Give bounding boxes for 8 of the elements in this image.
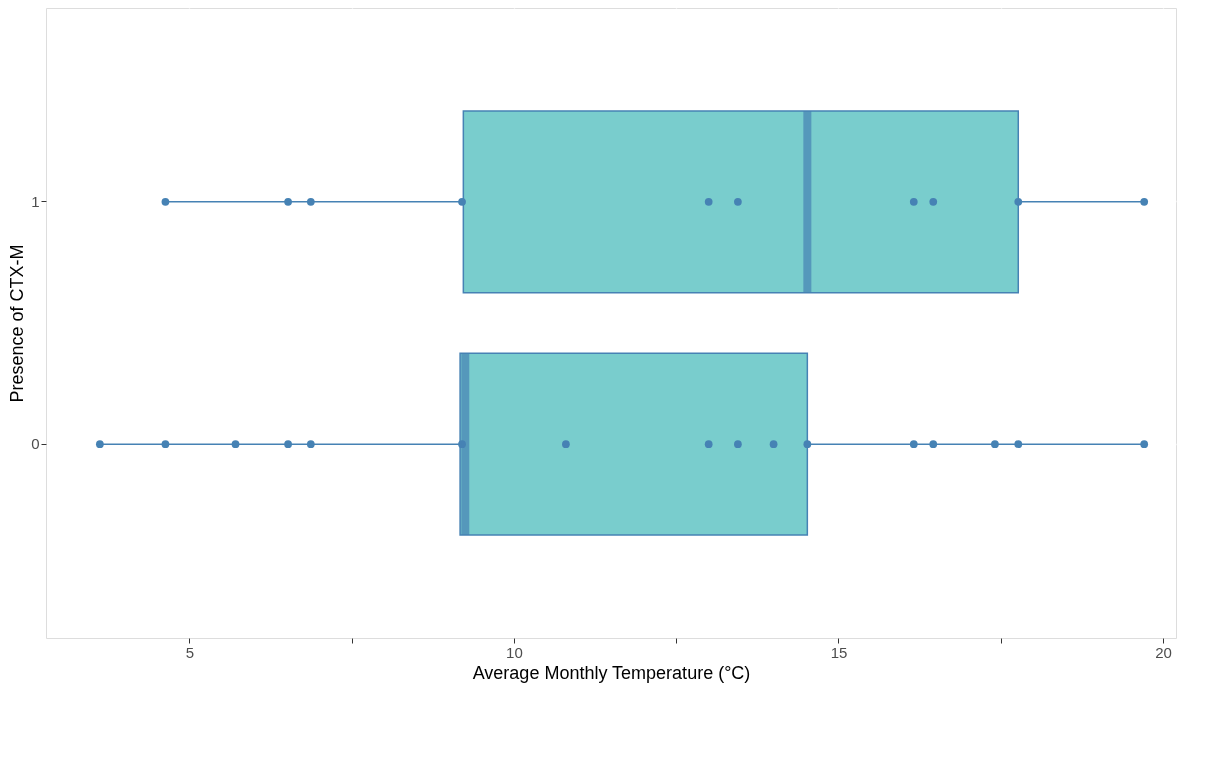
x-tick-label: 5 <box>185 643 195 661</box>
x-tick-label: 15 <box>830 643 848 661</box>
y-tick-label: 0 <box>31 435 40 453</box>
y-tick-label: 1 <box>31 192 40 210</box>
x-axis-title: Average Monthly Temperature (°C) <box>472 662 751 683</box>
x-tick-label: 20 <box>1155 643 1172 661</box>
x-tick-label: 10 <box>506 643 523 661</box>
y-axis-title: Presence of CTX-M <box>7 244 28 403</box>
